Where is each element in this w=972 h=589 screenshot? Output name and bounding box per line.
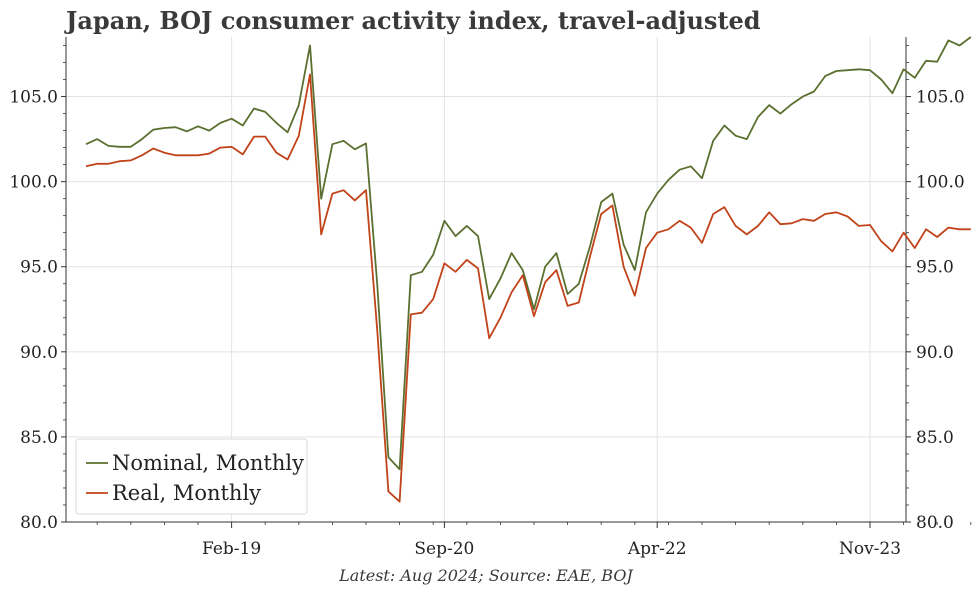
y-tick-label-right: 85.0 (916, 428, 954, 448)
legend-label: Real, Monthly (112, 481, 261, 505)
x-tick-label: Apr-22 (627, 539, 687, 559)
y-tick-label-right: 80.0 (916, 513, 954, 533)
chart-title: Japan, BOJ consumer activity index, trav… (66, 6, 761, 35)
series-line-real (85, 73, 971, 503)
grid-lines (66, 37, 906, 523)
y-tick-label-right: 100.0 (916, 173, 965, 193)
y-tick-label-left: 90.0 (20, 343, 58, 363)
x-tick-label: Feb-19 (202, 539, 261, 559)
series-lines (85, 36, 972, 503)
legend: Nominal, Monthly Real, Monthly (75, 438, 308, 515)
y-tick-label-left: 100.0 (9, 173, 58, 193)
y-tick-label-left: 80.0 (20, 513, 58, 533)
legend-box (75, 438, 308, 515)
y-tick-label-left: 85.0 (20, 428, 58, 448)
source-footnote: Latest: Aug 2024; Source: EAE, BOJ (339, 566, 633, 585)
y-tick-label-right: 105.0 (916, 88, 965, 108)
y-tick-label-left: 105.0 (9, 88, 58, 108)
y-tick-label-right: 95.0 (916, 258, 954, 278)
legend-label: Nominal, Monthly (112, 451, 304, 475)
x-tick-label: Nov-23 (839, 539, 901, 559)
series-line-nominal (85, 36, 972, 471)
x-tick-label: Sep-20 (414, 539, 474, 559)
axes: 80.0 80.0 85.0 85.0 90.0 90.0 95.0 95.0 100.0 100… (9, 37, 972, 559)
y-tick-label-right: 90.0 (916, 343, 954, 363)
y-tick-label-left: 95.0 (20, 258, 58, 278)
